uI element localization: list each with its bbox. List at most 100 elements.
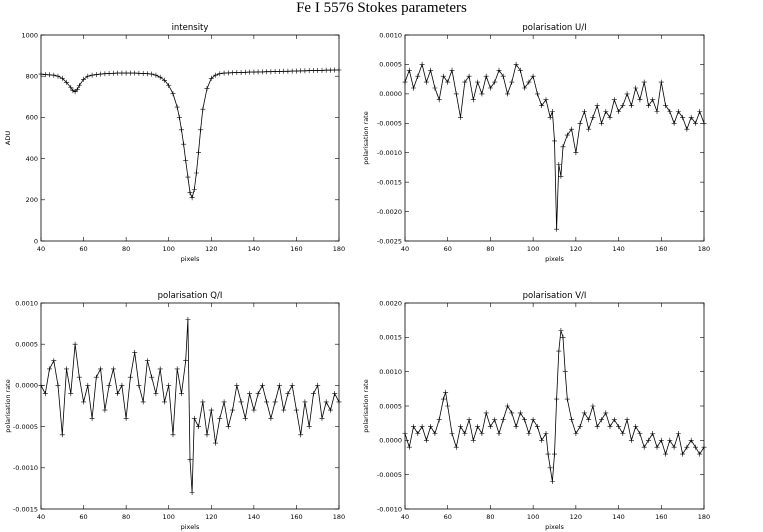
data-point <box>72 89 78 95</box>
x-tick-label: 160 <box>655 513 667 521</box>
data-point <box>106 382 112 388</box>
data-point <box>234 382 240 388</box>
data-point <box>701 120 707 126</box>
data-point <box>264 399 270 405</box>
data-point <box>675 109 681 114</box>
data-point <box>487 85 493 91</box>
data-point <box>293 407 299 413</box>
data-point <box>667 437 673 443</box>
plot-frame <box>40 302 340 510</box>
data-point <box>432 85 438 91</box>
data-point <box>663 103 669 109</box>
data-point <box>281 407 287 413</box>
data-point <box>157 74 163 80</box>
y-tick-label: 0.0000 <box>379 90 402 98</box>
data-point <box>496 431 502 436</box>
y-tick-label: 0.0005 <box>15 341 38 349</box>
x-axis-label: pixels <box>545 255 564 263</box>
data-point <box>470 97 476 103</box>
data-point <box>196 424 201 430</box>
data-point <box>688 437 694 443</box>
x-tick-label: 140 <box>612 513 624 521</box>
data-point <box>554 226 560 232</box>
data-point <box>166 382 172 388</box>
x-tick-label: 180 <box>333 245 345 253</box>
data-point <box>646 103 651 109</box>
data-point <box>264 69 270 75</box>
data-point <box>336 399 342 405</box>
data-point <box>611 97 617 103</box>
data-point <box>423 79 429 85</box>
x-axis-label: pixels <box>545 523 564 531</box>
data-point <box>200 106 206 112</box>
data-point <box>549 479 555 484</box>
x-tick-label: 100 <box>163 245 175 253</box>
data-point <box>458 424 463 430</box>
data-point <box>445 403 451 409</box>
y-tick-label: -0.0005 <box>377 471 402 479</box>
data-point <box>51 358 57 364</box>
x-tick-label: 140 <box>612 245 624 253</box>
data-point <box>272 399 278 405</box>
data-point <box>500 73 506 79</box>
data-point <box>436 417 442 423</box>
data-point <box>136 70 142 76</box>
y-axis-label: polarisation rate <box>4 379 12 432</box>
chart-panel-4: polarisation V/I 40 60 80 100 120 140 160 180 -0.… <box>362 291 710 531</box>
x-tick-label: 180 <box>698 245 710 253</box>
data-point <box>225 424 231 430</box>
y-tick-label: 0.0000 <box>379 437 402 445</box>
data-point <box>466 417 472 423</box>
data-point <box>543 97 549 103</box>
data-point <box>415 73 421 79</box>
data-point <box>70 88 76 94</box>
data-point <box>153 72 159 78</box>
data-point <box>251 407 257 413</box>
data-point <box>671 120 677 126</box>
data-point <box>530 417 536 423</box>
data-point <box>302 68 308 74</box>
data-point <box>187 457 193 463</box>
data-point <box>650 431 656 436</box>
data-point <box>513 61 519 67</box>
panel-title: polarisation Q/I <box>158 291 223 301</box>
data-point <box>641 79 647 85</box>
data-point <box>594 424 600 430</box>
data-point <box>179 127 184 133</box>
data-point <box>406 67 412 73</box>
data-point <box>586 126 592 132</box>
data-point <box>611 417 617 423</box>
x-tick-label: 100 <box>163 513 175 521</box>
data-point <box>624 417 630 423</box>
data-point <box>534 424 540 430</box>
x-tick-label: 140 <box>248 245 260 253</box>
data-point <box>475 79 481 85</box>
data-point <box>500 417 506 423</box>
x-tick-label: 40 <box>401 513 409 521</box>
data-point <box>123 70 129 76</box>
data-point <box>225 70 231 76</box>
data-point <box>306 68 312 74</box>
data-point <box>136 382 142 388</box>
x-tick-label: 160 <box>290 513 302 521</box>
data-point <box>581 410 587 416</box>
data-point <box>47 72 52 78</box>
data-point <box>74 87 80 93</box>
y-tick-label: 600 <box>26 114 38 122</box>
data-point <box>132 349 138 355</box>
data-point <box>174 366 180 372</box>
data-point <box>564 132 570 138</box>
data-point <box>332 391 338 397</box>
y-tick-label: -0.0015 <box>13 505 38 513</box>
x-tick-label: 160 <box>290 245 302 253</box>
data-point <box>547 465 553 471</box>
data-point <box>693 120 698 126</box>
data-point <box>110 70 116 76</box>
data-point <box>445 79 451 85</box>
data-point <box>259 69 265 75</box>
data-point <box>276 69 282 74</box>
data-point <box>234 70 240 75</box>
data-point <box>620 431 626 436</box>
data-point <box>526 431 532 436</box>
data-point <box>697 451 703 457</box>
